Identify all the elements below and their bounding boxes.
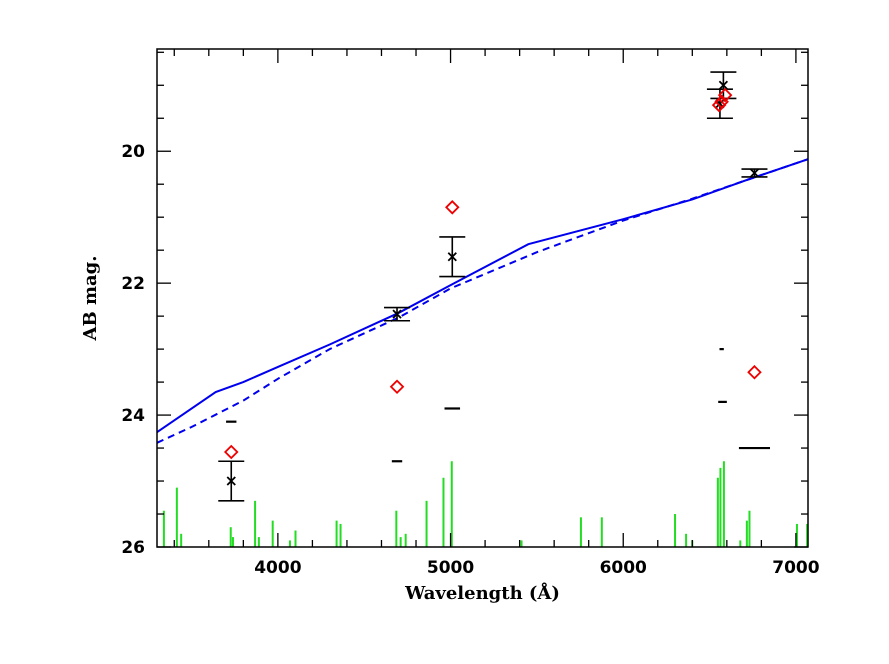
model-solid-line <box>156 158 809 434</box>
observed-point <box>384 306 411 322</box>
x-tick-label: 6000 <box>600 558 647 578</box>
diamond-marker <box>747 364 762 380</box>
y-tick-label: 22 <box>121 274 145 294</box>
model-dashed-line <box>156 158 809 444</box>
x-tick-label: 5000 <box>427 558 474 578</box>
cross-marker <box>392 309 402 319</box>
diamond-marker <box>711 97 727 113</box>
observed-point <box>710 71 737 100</box>
y-tick-label: 26 <box>121 538 145 558</box>
plot-frame <box>156 48 809 548</box>
diamond-marker <box>389 379 405 394</box>
cross-marker <box>447 252 457 262</box>
x-tick-label: 7000 <box>772 558 819 578</box>
cross-marker <box>749 168 760 178</box>
observed-point <box>741 168 768 178</box>
y-tick-label: 20 <box>121 142 145 162</box>
x-tick-label: 4000 <box>254 558 301 578</box>
axes: 4000 5000 6000 7000 20 22 24 26 <box>121 49 820 578</box>
observed-point <box>439 236 466 278</box>
cross-marker <box>226 476 236 486</box>
diamond-marker <box>223 444 239 460</box>
diamond-marker <box>717 87 733 103</box>
observed-point <box>218 460 245 502</box>
y-axis-label: AB mag. <box>80 255 101 341</box>
plot-marks <box>156 71 809 547</box>
y-tick-label: 24 <box>121 406 145 426</box>
x-axis-label: Wavelength (Å) <box>404 581 560 604</box>
cross-marker <box>718 80 729 90</box>
diamond-marker <box>445 200 460 215</box>
